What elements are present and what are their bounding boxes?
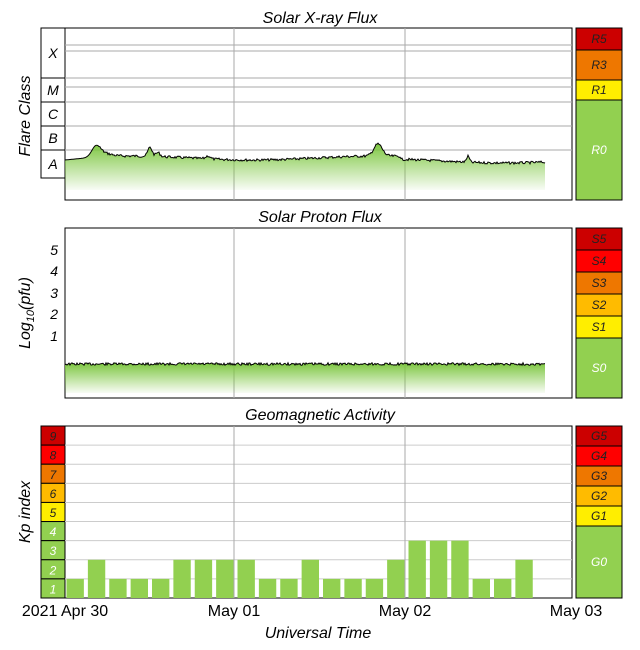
kp-bar — [130, 578, 148, 598]
class-label-a: A — [47, 156, 57, 172]
x-tick-2: May 02 — [379, 603, 432, 620]
x-tick-0: 2021 Apr 30 — [22, 603, 108, 620]
xray-ylabel: Flare Class — [17, 76, 34, 157]
kp-bar — [216, 559, 234, 598]
proton-flux-line — [64, 361, 546, 367]
kp-level-scale: 9 8 7 6 5 4 3 2 1 — [40, 425, 66, 599]
kp-bar — [387, 559, 405, 598]
xray-title: Solar X-ray Flux — [263, 10, 379, 27]
geomag-ylabel: Kp index — [17, 480, 34, 543]
kp-bar — [323, 578, 341, 598]
kp-level-label-8: 8 — [50, 449, 57, 463]
kp-bar — [194, 559, 213, 598]
kp-bar — [109, 578, 127, 598]
kp-bar — [344, 578, 362, 598]
proton-title: Solar Proton Flux — [258, 209, 383, 226]
scale-label-s0: S0 — [592, 361, 607, 375]
proton-ylabel: Log10(pfu) — [17, 277, 37, 349]
x-tick-1: May 01 — [208, 603, 261, 620]
kp-bar — [237, 559, 255, 598]
kp-bar — [494, 578, 512, 598]
xray-flux-area — [65, 143, 545, 190]
proton-tick-4: 4 — [50, 263, 58, 279]
class-label-x: X — [47, 45, 58, 61]
x-tick-3: May 03 — [550, 603, 603, 620]
scale-label-g4: G4 — [591, 449, 607, 463]
kp-level-label-3: 3 — [50, 544, 57, 558]
kp-bar — [451, 540, 469, 598]
geomag-g-scale: G5 G4 G3 G2 G1 G0 — [575, 425, 623, 599]
kp-level-label-4: 4 — [50, 525, 57, 539]
geomag-title: Geomagnetic Activity — [245, 407, 396, 424]
scale-label-r0: R0 — [591, 143, 607, 157]
kp-bar — [66, 578, 84, 598]
scale-label-g2: G2 — [591, 489, 607, 503]
kp-bar — [301, 559, 319, 598]
class-label-b: B — [48, 130, 57, 146]
scale-label-s3: S3 — [592, 276, 607, 290]
kp-level-label-6: 6 — [50, 487, 57, 501]
scale-label-s2: S2 — [592, 298, 607, 312]
scale-label-g1: G1 — [591, 509, 607, 523]
kp-level-label-5: 5 — [50, 506, 57, 520]
kp-bar — [258, 578, 277, 598]
scale-label-s4: S4 — [592, 254, 607, 268]
scale-label-g5: G5 — [591, 429, 607, 443]
scale-label-r1: R1 — [591, 83, 606, 97]
kp-bar — [280, 578, 298, 598]
scale-label-r3: R3 — [591, 58, 607, 72]
x-tick-labels: 2021 Apr 30 May 01 May 02 May 03 — [22, 603, 602, 620]
scale-box-g0 — [575, 525, 623, 599]
scale-label-g3: G3 — [591, 469, 607, 483]
kp-level-label-2: 2 — [49, 563, 57, 577]
proton-flux-area — [65, 362, 545, 393]
proton-tick-labels: 5 4 3 2 1 — [49, 242, 58, 344]
class-box-x — [40, 27, 66, 79]
kp-bar — [87, 559, 106, 598]
xray-plot-frame — [64, 27, 573, 201]
class-label-m: M — [47, 82, 59, 98]
scale-box-s0 — [575, 337, 623, 399]
kp-level-label-7: 7 — [50, 468, 58, 482]
xray-flux-line — [64, 142, 546, 166]
scale-box-r0 — [575, 99, 623, 201]
proton-s-scale: S5 S4 S3 S2 S1 S0 — [575, 227, 623, 399]
scale-box-r3 — [575, 49, 623, 81]
xray-r-scale: R5 R3 R1 R0 — [575, 27, 623, 201]
kp-bar — [429, 540, 448, 598]
proton-tick-1: 1 — [50, 328, 58, 344]
x-axis-label: Universal Time — [265, 625, 372, 642]
kp-bar — [515, 559, 533, 598]
kp-bar — [152, 578, 170, 598]
kp-bars — [66, 540, 533, 598]
proton-tick-2: 2 — [49, 306, 58, 322]
kp-bar — [173, 559, 191, 598]
kp-bar — [472, 578, 490, 598]
kp-bar — [408, 540, 426, 598]
kp-level-label-9: 9 — [50, 430, 57, 444]
class-label-c: C — [48, 106, 59, 122]
proton-tick-3: 3 — [50, 285, 58, 301]
scale-label-s5: S5 — [592, 232, 607, 246]
kp-bar — [365, 578, 384, 598]
class-box-a — [40, 149, 66, 179]
xray-grid — [65, 28, 572, 200]
scale-label-r5: R5 — [591, 32, 607, 46]
proton-tick-5: 5 — [50, 242, 58, 258]
proton-plot-frame — [64, 227, 573, 399]
kp-level-label-1: 1 — [50, 582, 57, 596]
scale-label-g0: G0 — [591, 555, 607, 569]
scale-label-s1: S1 — [592, 320, 607, 334]
